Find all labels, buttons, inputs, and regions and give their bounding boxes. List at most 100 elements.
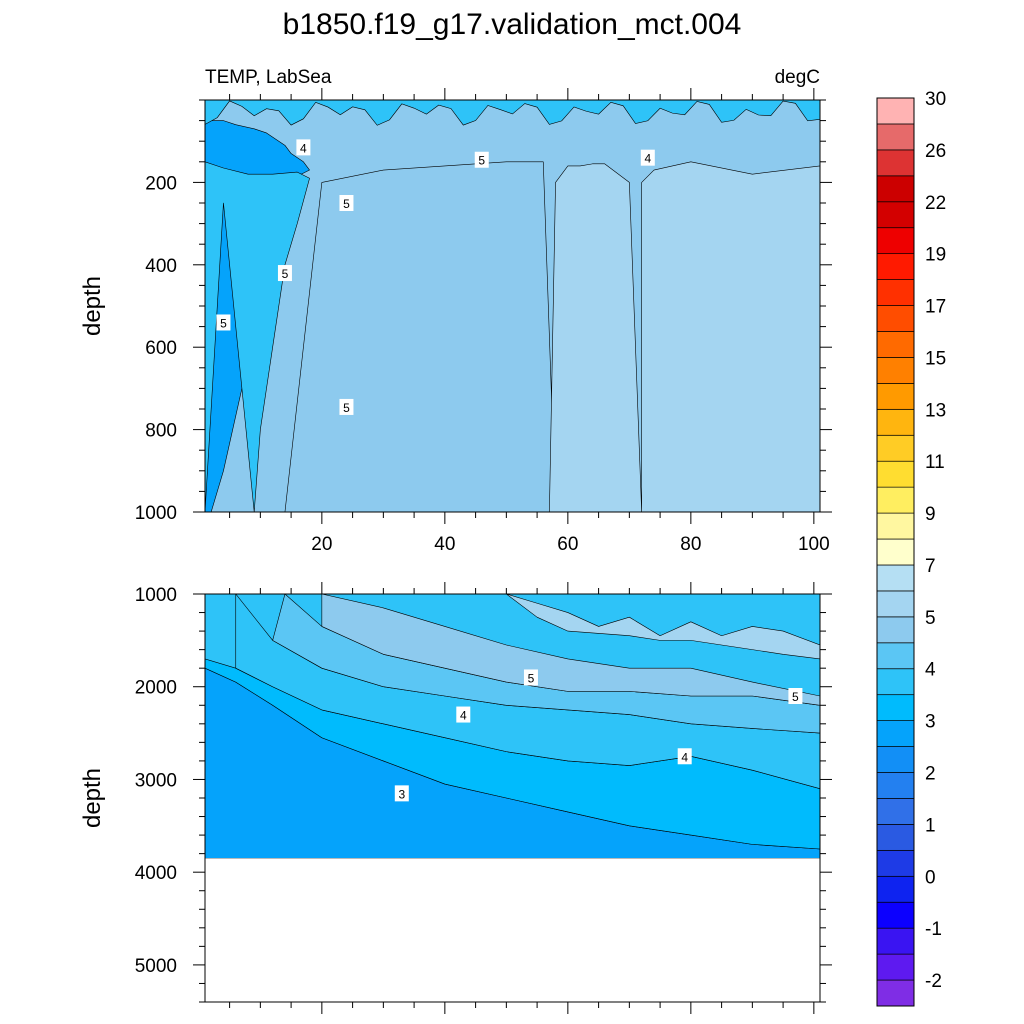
svg-text:4: 4: [460, 709, 467, 723]
colorbar-swatch: [876, 538, 915, 566]
colorbar-swatch: [876, 979, 915, 1007]
y-tick-label: 600: [145, 338, 177, 359]
y-axis-label: depth: [79, 768, 106, 828]
contour-label: 4: [296, 139, 311, 156]
svg-text:4: 4: [681, 750, 688, 764]
colorbar-swatch: [876, 927, 915, 955]
colorbar-swatch: [876, 175, 915, 203]
colorbar-swatch: [876, 512, 915, 540]
colorbar-label: 0: [925, 867, 936, 888]
contour-label: 5: [339, 195, 354, 211]
colorbar-label: 19: [925, 245, 946, 266]
x-tick-label: 20: [311, 534, 332, 555]
x-tick-label: 60: [557, 534, 578, 555]
colorbar-swatch: [876, 642, 915, 670]
colorbar-swatch: [876, 668, 915, 696]
svg-text:5: 5: [478, 154, 485, 168]
colorbar-swatch: [876, 849, 915, 877]
colorbar-swatch: [876, 564, 915, 592]
contour-field: [205, 100, 820, 512]
svg-text:5: 5: [220, 316, 227, 330]
colorbar-swatch: [876, 331, 915, 358]
colorbar-label: 11: [925, 452, 945, 473]
y-tick-label: 1000: [135, 585, 177, 606]
svg-text:5: 5: [282, 267, 289, 281]
colorbar-swatch: [876, 694, 915, 721]
contour-region: [549, 161, 820, 512]
y-tick-label: 4000: [135, 863, 177, 884]
svg-text:5: 5: [792, 690, 799, 704]
x-tick-label: 100: [798, 534, 830, 555]
colorbar-swatch: [876, 253, 915, 280]
contour-field: [205, 594, 820, 1002]
below-bottom-mask: [205, 858, 820, 1002]
contour-label: 5: [523, 669, 538, 686]
contour-label: 5: [474, 151, 489, 168]
contour-label: 3: [394, 785, 409, 802]
svg-text:5: 5: [528, 671, 535, 685]
x-tick-label: 40: [434, 534, 455, 555]
svg-text:4: 4: [644, 152, 651, 166]
colorbar-label: 13: [925, 400, 946, 421]
colorbar-swatch: [876, 590, 915, 618]
colorbar-swatch: [876, 953, 915, 981]
y-tick-label: 200: [145, 173, 177, 194]
colorbar-swatch: [876, 460, 915, 488]
colorbar-label: -1: [925, 919, 942, 940]
contour-region: [205, 161, 310, 512]
svg-text:4: 4: [300, 141, 307, 155]
svg-text:5: 5: [343, 401, 350, 415]
contour-label: 5: [277, 265, 292, 282]
colorbar-label: 15: [925, 348, 946, 369]
svg-text:5: 5: [343, 197, 350, 211]
colorbar-swatch: [876, 720, 915, 747]
colorbar-label: 22: [925, 193, 946, 214]
y-tick-label: 3000: [135, 770, 177, 791]
colorbar-swatch: [876, 408, 915, 436]
colorbar-swatch: [876, 279, 915, 306]
colorbar-swatch: [876, 227, 915, 255]
colorbar-swatch: [876, 123, 915, 151]
colorbar-swatch: [876, 434, 915, 462]
surface-band: [205, 100, 820, 126]
top-panel: 20 40 60 80 100 200 400 600 800 1000 depth 4 5 5 5 5 4 5: [79, 88, 832, 555]
colorbar-label: -2: [925, 971, 942, 992]
colorbar-label: 17: [925, 297, 946, 318]
colorbar-swatch: [876, 824, 915, 851]
bottom-panel: 1000 2000 3000 4000 5000 depth 5 4 3 4 5: [79, 582, 832, 1014]
contour-label: 5: [788, 688, 803, 704]
colorbar-swatch: [876, 616, 915, 644]
colorbar-label: 30: [925, 89, 946, 110]
colorbar-swatch: [876, 201, 915, 229]
svg-text:3: 3: [398, 787, 405, 801]
contour-region: [321, 594, 820, 706]
contour-region: [506, 594, 820, 660]
x-tick-label: 80: [680, 534, 701, 555]
y-tick-label: 5000: [135, 956, 177, 977]
colorbar-swatch: [876, 798, 915, 825]
colorbar-label: 3: [925, 712, 936, 733]
figure-title: b1850.f19_g17.validation_mct.004: [283, 8, 742, 41]
colorbar-label: 5: [925, 608, 936, 629]
colorbar-swatch: [876, 875, 915, 903]
colorbar-swatch: [876, 746, 915, 773]
contour-label: 4: [677, 748, 692, 765]
colorbar-swatch: [876, 901, 915, 929]
y-tick-label: 400: [145, 256, 177, 277]
contour-label: 5: [339, 398, 354, 415]
colorbar-swatch: [876, 149, 915, 177]
contour-label: 5: [216, 314, 231, 331]
units-label: degC: [775, 67, 820, 88]
colorbar-label: 1: [925, 815, 936, 836]
y-axis-label: depth: [79, 276, 106, 336]
y-tick-label: 2000: [135, 678, 177, 699]
colorbar-swatch: [876, 305, 915, 332]
colorbar-label: 7: [925, 556, 936, 577]
colorbar: -2 -1 0 1 2 3 4 5 7 9 11 13 15 17 19 22 26 30: [876, 89, 946, 1007]
y-tick-label: 1000: [135, 503, 177, 524]
colorbar-label: 26: [925, 141, 946, 162]
contour-label: 4: [456, 706, 471, 723]
colorbar-swatch: [876, 357, 915, 384]
y-tick-label: 800: [145, 421, 177, 442]
colorbar-swatch: [876, 772, 915, 799]
